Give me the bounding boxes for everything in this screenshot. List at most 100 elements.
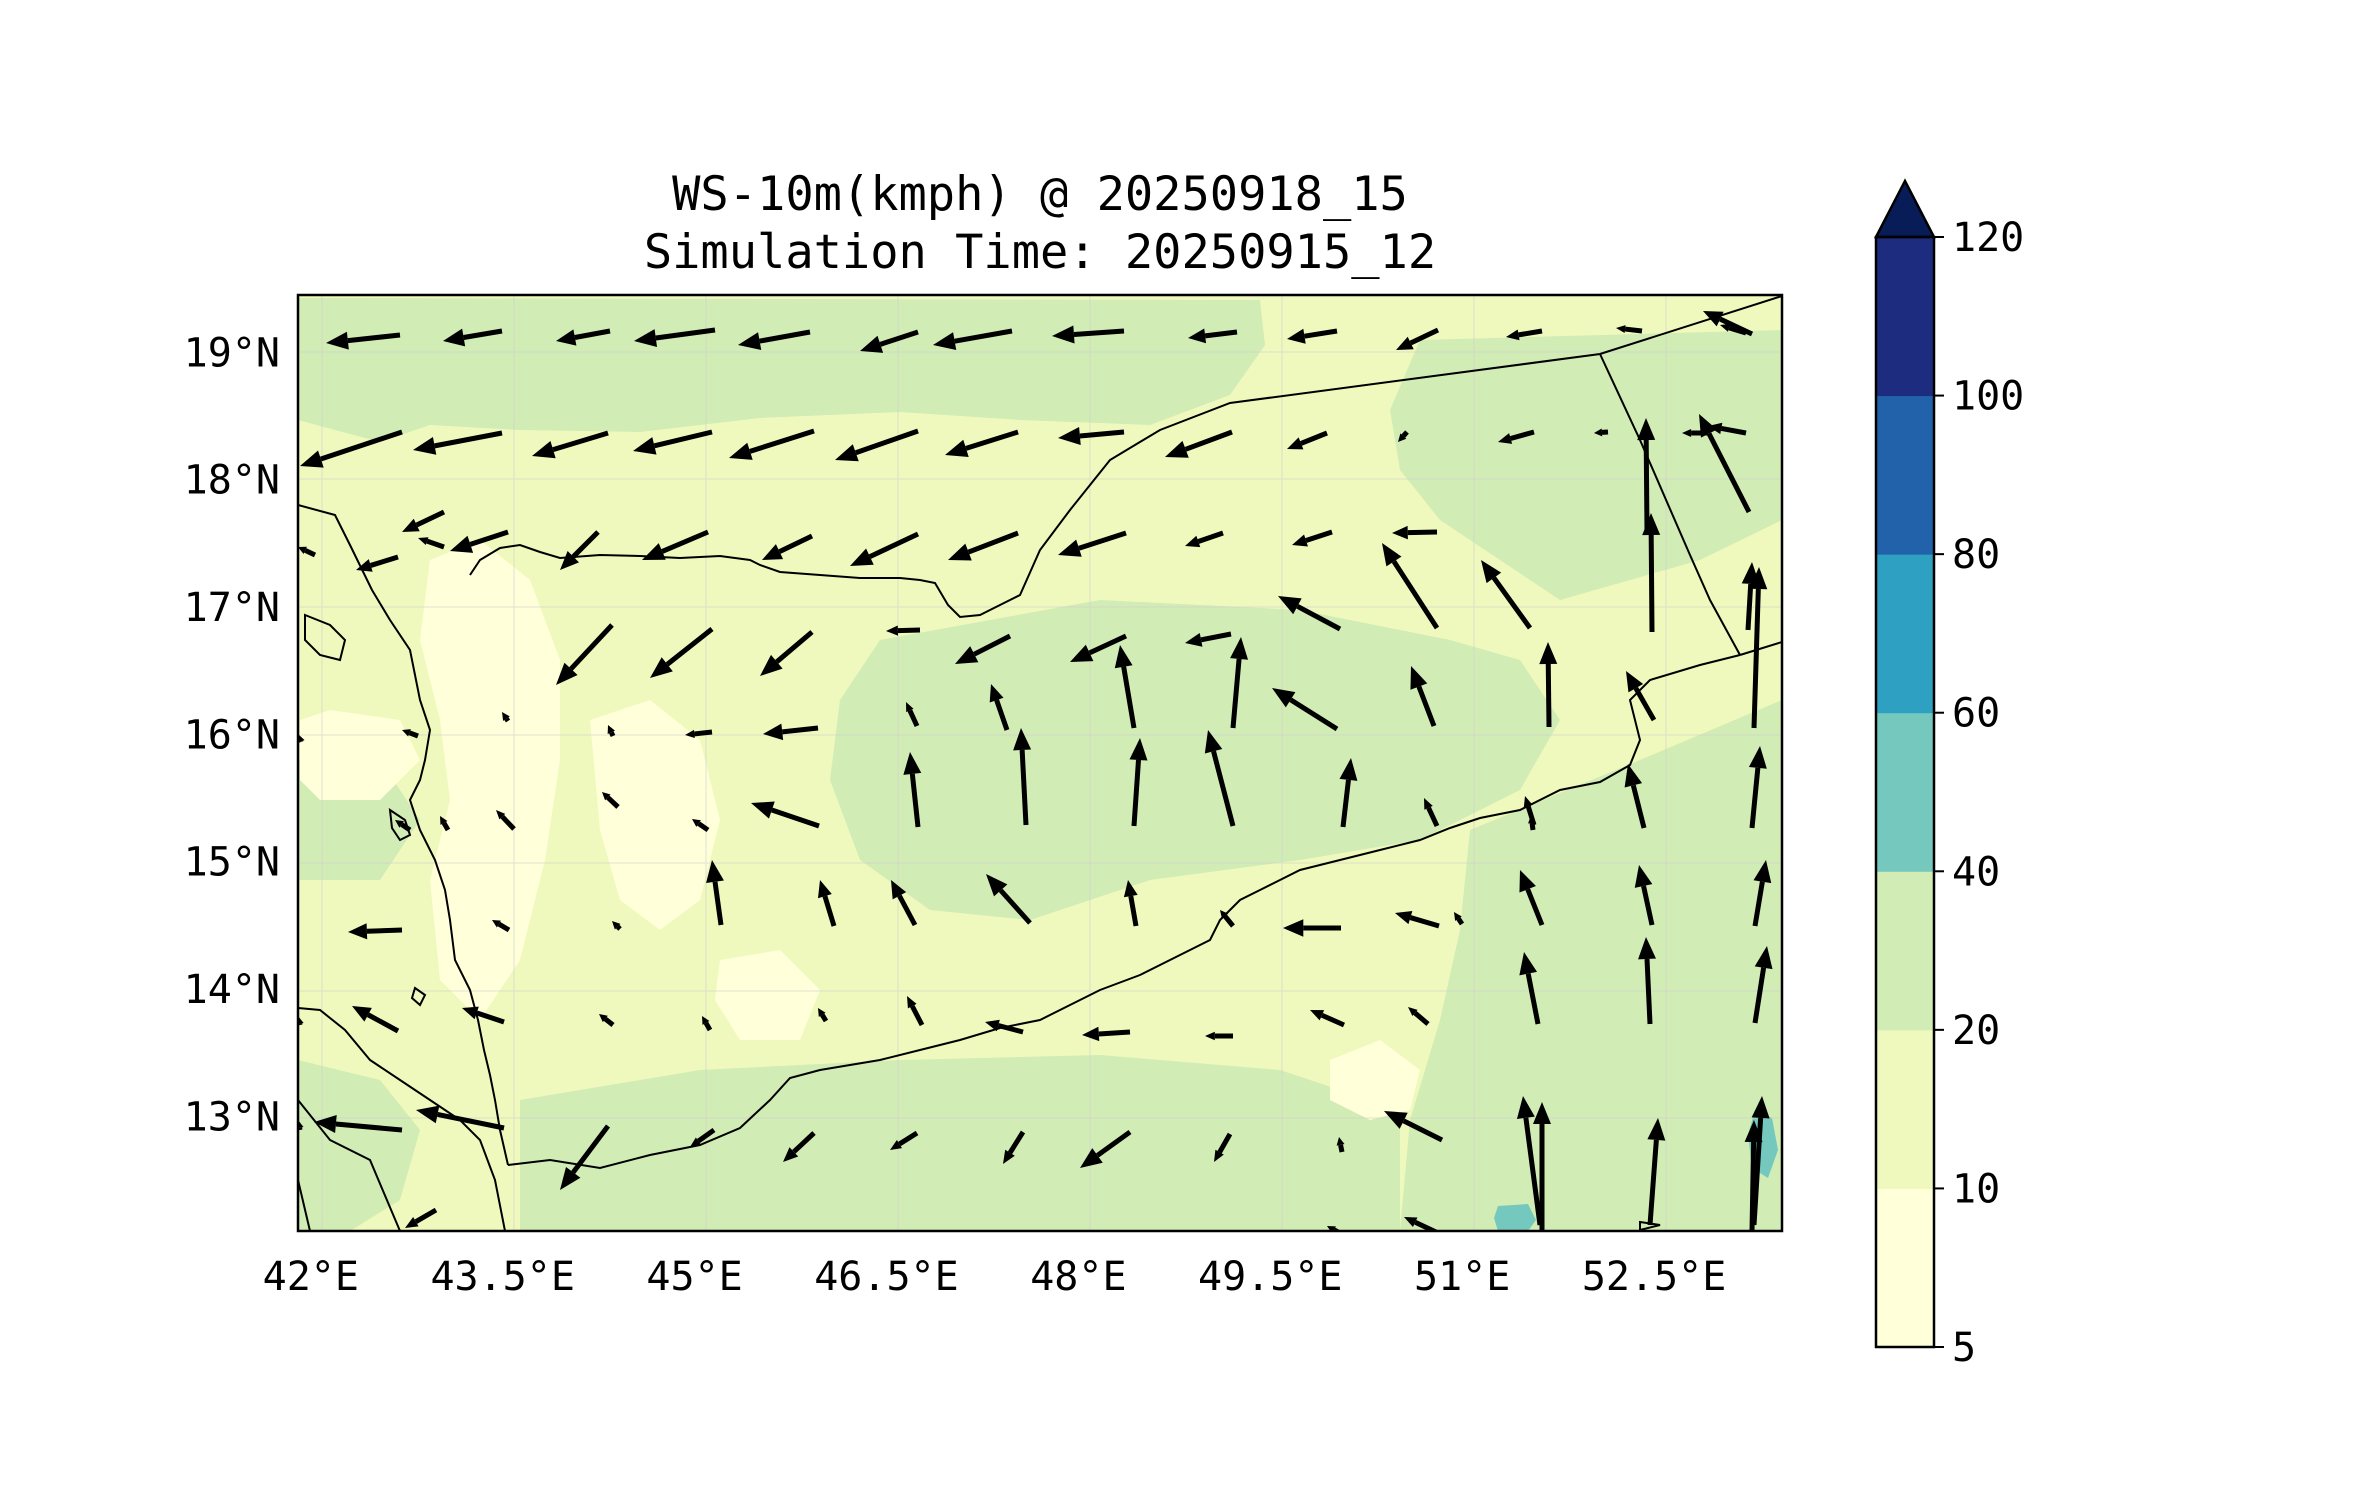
wind-vector-arrow [599,1014,615,1027]
lon-tick-label-2: 45°E [646,1254,742,1300]
wind-vector-arrow [1278,596,1342,632]
kamaran-island [388,807,412,842]
wind-vector-arrow [556,328,611,346]
wind-vector-arrow [1070,633,1128,662]
wind-vector-arrow [352,1006,400,1034]
wind-vector-arrow [1408,1007,1430,1026]
wind-vector-arrow [443,328,503,347]
wind-vector-arrow [1424,798,1440,828]
lat-tick-labels: 19°N 18°N 17°N 16°N 15°N 14°N 13°N [184,330,280,1140]
wind-vector-arrow [314,1115,403,1133]
wind-vector-arrow [1080,1129,1132,1168]
lat-tick-label-4: 15°N [184,840,280,886]
wind-vector-arrow [783,1131,816,1162]
wind-vector-arrow [1519,870,1545,926]
wind-vector-arrow [818,1008,829,1023]
wind-vector-arrow [945,429,1019,457]
red-sea-coast [298,504,509,1166]
wind-vector-arrow [760,630,814,676]
colorbar-label-7: 120 [1952,215,2024,261]
wind-vector-arrow [298,734,305,743]
wind-vector-arrow [1310,1010,1346,1028]
colorbar-label-2: 20 [1952,1008,2000,1054]
colorbar-label-6: 100 [1952,374,2024,420]
colorbar: 5 10 20 40 60 80 100 120 [1873,178,2024,1371]
wind-vector-arrow [1703,311,1754,337]
wind-vector-arrow [1382,543,1440,630]
colorbar-extend-arrow [1873,178,1937,239]
wind-vector-arrow [395,820,412,833]
djibouti-border [298,1099,401,1231]
wind-vector-arrow [891,880,918,927]
colorbar-segment-4 [1876,554,1934,714]
lat-tick-label-1: 18°N [184,458,280,504]
wind-vector-arrow [402,729,419,739]
wind-vector-arrow [1395,910,1440,929]
wind-vector-field [298,311,1773,1231]
wind-vector-arrow [560,530,600,570]
yemen-south-coast [507,654,1741,1170]
wind-vector-arrow [1748,746,1767,829]
wind-vector-arrow [560,1124,611,1190]
wind-vector-arrow [1647,1118,1666,1226]
map-gridlines [298,295,1782,1231]
wind-vector-arrow [692,819,710,833]
wind-vector-arrow [502,712,511,723]
wind-vector-arrow [1204,730,1236,827]
wind-vector-arrow [1506,328,1543,341]
lon-tick-label-1: 43.5°E [430,1254,575,1300]
wind-vector-arrow [413,430,503,455]
hanish-island [410,986,427,1007]
wind-vector-arrow [1699,414,1752,514]
wind-vector-arrow [1052,325,1125,344]
wind-vector-arrow [1752,860,1772,927]
wind-vector-arrow [685,729,713,738]
map-title-line1: WS-10m(kmph) @ 20250918_15 [672,167,1408,222]
wind-vector-arrow [1398,430,1409,442]
wind-vector-arrow [356,554,399,572]
wind-vector-arrow [1082,1026,1131,1042]
yemen-oman-border [1599,353,1741,656]
wind-vector-arrow [300,429,403,468]
lon-tick-label-4: 48°E [1030,1254,1126,1300]
wind-vector-arrow [1516,1096,1543,1226]
wind-vector-arrow [1114,645,1137,729]
wind-vector-arrow [860,329,919,353]
wind-vector-arrow [1533,1102,1551,1231]
wind-vector-arrow [612,921,622,931]
lon-tick-label-0: 42°E [263,1254,359,1300]
wind-vector-arrow [1396,327,1440,350]
wind-vector-arrow [1339,758,1358,828]
colorbar-frame [1874,235,1936,1349]
wind-vector-arrow [1165,429,1233,458]
wind-vector-arrow [532,430,609,459]
wind-vector-arrow [1498,429,1535,444]
wind-vector-arrow [650,627,714,678]
wind-vector-arrow [418,537,445,550]
wind-vector-arrow [492,920,511,933]
wind-vector-arrow [405,1207,438,1228]
map-title-line2: Simulation Time: 20250915_12 [644,225,1436,280]
wind-vector-arrow [1214,1132,1233,1162]
wind-vector-arrow [402,509,446,532]
wind-vector-arrow [1539,642,1558,728]
colorbar-label-3: 40 [1952,849,2000,895]
wind-vector-arrow [1220,910,1235,928]
wind-vector-arrow [1752,946,1773,1024]
wind-vector-arrow [1626,671,1657,722]
wind-vector-arrow [1013,728,1032,826]
horn-africa-coast [298,1007,506,1231]
wind-vector-arrow [955,633,1012,664]
wind-vector-arrow [1638,937,1657,1025]
wind-vector-arrow [985,1019,1024,1035]
wind-vector-arrow [1454,912,1465,926]
colorbar-segment-5 [1876,395,1934,555]
wind-vector-arrow [738,329,811,350]
wind-vector-arrow [1392,525,1438,540]
wind-vector-arrow [1003,1130,1026,1164]
lon-tick-label-5: 49.5°E [1198,1254,1343,1300]
wind-vector-arrow [1185,530,1224,548]
wind-vector-arrow [298,1016,304,1026]
wind-vector-arrow [762,533,814,560]
